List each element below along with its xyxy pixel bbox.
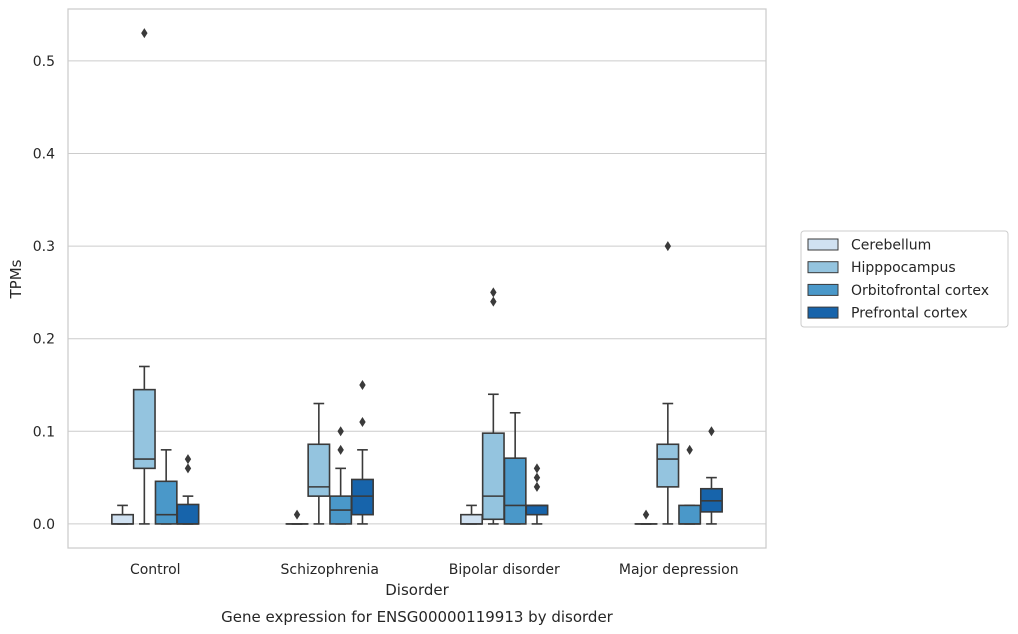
box-group xyxy=(350,380,374,525)
legend: Cerebellum Hipppocampus Orbitofrontal cort… xyxy=(800,230,1009,328)
outlier-point xyxy=(490,287,497,298)
legend-entry-label: Prefrontal cortex xyxy=(851,306,968,322)
box-iqr xyxy=(656,443,680,488)
box-group xyxy=(656,241,680,525)
outlier-point xyxy=(533,481,541,492)
outlier-point xyxy=(337,426,344,437)
box-group xyxy=(111,504,135,525)
y-axis-tick-labels: 0.0 0.1 0.2 0.3 0.4 0.5 xyxy=(33,54,55,533)
box-group xyxy=(525,463,549,525)
y-tick-label: 0.1 xyxy=(33,424,55,440)
box-iqr xyxy=(678,504,702,525)
x-tick-label: Bipolar disorder xyxy=(449,562,560,578)
box-group xyxy=(481,287,505,525)
box-group xyxy=(503,411,527,525)
outlier-point xyxy=(141,28,148,39)
box-iqr xyxy=(132,388,156,470)
outlier-point xyxy=(184,454,192,465)
x-tick-label: Control xyxy=(130,562,181,578)
chart-title: Gene expression for ENSG00000119913 by d… xyxy=(221,608,614,626)
legend-swatch xyxy=(807,261,839,274)
x-axis-tick-labels: Control Schizophrenia Bipolar disorder Majo… xyxy=(130,562,739,578)
y-tick-label: 0.4 xyxy=(33,146,55,162)
box-group xyxy=(460,504,484,525)
x-axis-label: Disorder xyxy=(385,581,449,599)
plot-area-frame xyxy=(67,8,767,549)
y-tick-label: 0.0 xyxy=(33,517,55,533)
x-tick-label: Schizophrenia xyxy=(281,562,379,578)
outlier-point xyxy=(533,463,541,474)
outlier-point xyxy=(664,241,672,252)
outlier-point xyxy=(184,463,192,474)
box-group xyxy=(699,426,723,525)
outlier-point xyxy=(490,296,497,307)
y-tick-label: 0.5 xyxy=(33,54,55,70)
box-iqr xyxy=(525,504,549,516)
box-iqr xyxy=(460,513,484,525)
outlier-point xyxy=(686,444,693,455)
box-iqr xyxy=(503,457,527,525)
box-iqr xyxy=(307,443,331,497)
box-group xyxy=(176,454,200,525)
outlier-point xyxy=(359,417,366,428)
legend-entry-label: Hipppocampus xyxy=(851,260,956,276)
box-iqr xyxy=(154,480,178,525)
box-group xyxy=(132,28,156,525)
box-group xyxy=(285,509,309,525)
box-group xyxy=(307,402,331,525)
box-group xyxy=(154,449,178,525)
box-group xyxy=(634,509,658,525)
box-group xyxy=(329,426,353,525)
y-axis-label: TPMs xyxy=(7,259,25,299)
y-tick-label: 0.2 xyxy=(33,332,55,348)
outlier-point xyxy=(293,509,301,520)
box-group xyxy=(678,444,702,525)
outlier-point xyxy=(533,472,541,483)
box-iqr xyxy=(350,478,374,516)
outlier-point xyxy=(337,444,344,455)
outlier-point xyxy=(359,380,366,391)
legend-entry-label: Orbitofrontal cortex xyxy=(851,283,989,299)
legend-frame xyxy=(800,230,1009,328)
legend-swatch xyxy=(807,238,839,251)
box-iqr xyxy=(176,503,200,525)
legend-entry-label: Cerebellum xyxy=(851,238,931,254)
legend-swatch xyxy=(807,306,839,319)
y-tick-label: 0.3 xyxy=(33,239,55,255)
box-iqr xyxy=(481,432,505,521)
legend-swatch xyxy=(807,283,839,296)
box-iqr xyxy=(111,513,135,525)
x-tick-label: Major depression xyxy=(619,562,739,578)
outlier-point xyxy=(642,509,650,520)
box-plot-marks xyxy=(111,28,723,525)
outlier-point xyxy=(708,426,715,437)
